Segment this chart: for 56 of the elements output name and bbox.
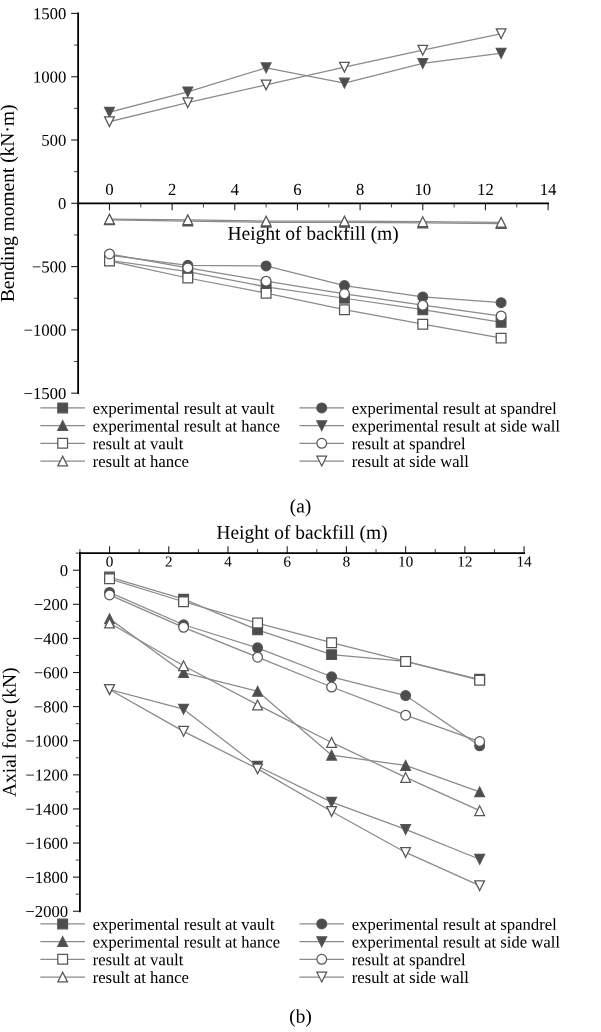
legend-label: result at spandrel bbox=[352, 437, 466, 453]
y-tick-label: −600 bbox=[34, 667, 68, 679]
legend-label: experimental result at spandrel bbox=[352, 918, 557, 934]
y-tick-label: 1500 bbox=[34, 8, 66, 20]
x-tick-label: 4 bbox=[230, 183, 239, 195]
y-tick-label: −1000 bbox=[26, 735, 68, 747]
x-tick-label: 8 bbox=[343, 556, 350, 567]
y-tick-label: −800 bbox=[34, 701, 68, 713]
legend-label: result at vault bbox=[92, 953, 184, 966]
x-tick-label: 2 bbox=[165, 556, 172, 567]
y-tick-label: −1600 bbox=[26, 837, 68, 849]
legend-label: experimental result at side wall bbox=[352, 419, 560, 436]
y-axis-title: Bending moment (kN·m) bbox=[0, 105, 19, 302]
legend-label: experimental result at vault bbox=[93, 918, 275, 934]
y-tick-label: −1400 bbox=[26, 803, 68, 815]
y-tick-label: −1500 bbox=[24, 387, 66, 400]
x-tick-label: 4 bbox=[224, 556, 232, 567]
x-tick-label: 14 bbox=[517, 556, 532, 567]
legend-label: experimental result at spandrel bbox=[352, 402, 557, 418]
x-tick-label: 0 bbox=[105, 183, 113, 196]
legend-label: result at side wall bbox=[352, 971, 469, 984]
x-axis-title: Height of backfill (m) bbox=[216, 525, 387, 543]
x-tick-label: 6 bbox=[284, 556, 291, 567]
x-tick-label: 2 bbox=[168, 183, 176, 195]
legend-label: experimental result at vault bbox=[93, 402, 275, 418]
y-tick-label: −500 bbox=[32, 261, 66, 273]
y-tick-label: −1200 bbox=[26, 769, 68, 781]
y-tick-label: −400 bbox=[34, 633, 68, 645]
y-tick-label: 0 bbox=[58, 198, 66, 210]
y-axis-title: Axial force (kN) bbox=[2, 668, 20, 797]
legend-label: experimental result at hance bbox=[93, 935, 280, 952]
legend-label: result at spandrel bbox=[352, 953, 466, 969]
x-tick-label: 6 bbox=[294, 183, 302, 196]
y-tick-label: 500 bbox=[42, 134, 66, 146]
x-tick-label: 14 bbox=[541, 183, 557, 195]
y-tick-label: −1800 bbox=[26, 871, 68, 884]
legend-label: experimental result at side wall bbox=[352, 935, 560, 952]
legend-label: result at hance bbox=[92, 971, 189, 984]
y-tick-label: 1000 bbox=[34, 71, 66, 83]
x-axis-title: Height of backfill (m) bbox=[228, 226, 398, 244]
y-tick-label: −2000 bbox=[26, 905, 68, 918]
x-tick-label: 0 bbox=[106, 556, 113, 567]
text: (b) bbox=[290, 1009, 311, 1027]
x-tick-label: 8 bbox=[356, 183, 364, 196]
y-tick-label: 0 bbox=[60, 564, 68, 577]
x-tick-label: 10 bbox=[415, 183, 431, 196]
x-tick-label: 12 bbox=[478, 183, 493, 195]
x-tick-label: 10 bbox=[399, 556, 413, 567]
legend-label: result at vault bbox=[92, 437, 184, 450]
y-tick-label: −200 bbox=[34, 599, 68, 611]
x-tick-label: 12 bbox=[458, 556, 472, 567]
legend-label: experimental result at hance bbox=[93, 419, 280, 436]
text: (a) bbox=[290, 498, 311, 517]
y-tick-label: −1000 bbox=[24, 324, 66, 336]
legend-label: result at hance bbox=[92, 455, 189, 468]
legend-label: result at side wall bbox=[352, 455, 469, 468]
